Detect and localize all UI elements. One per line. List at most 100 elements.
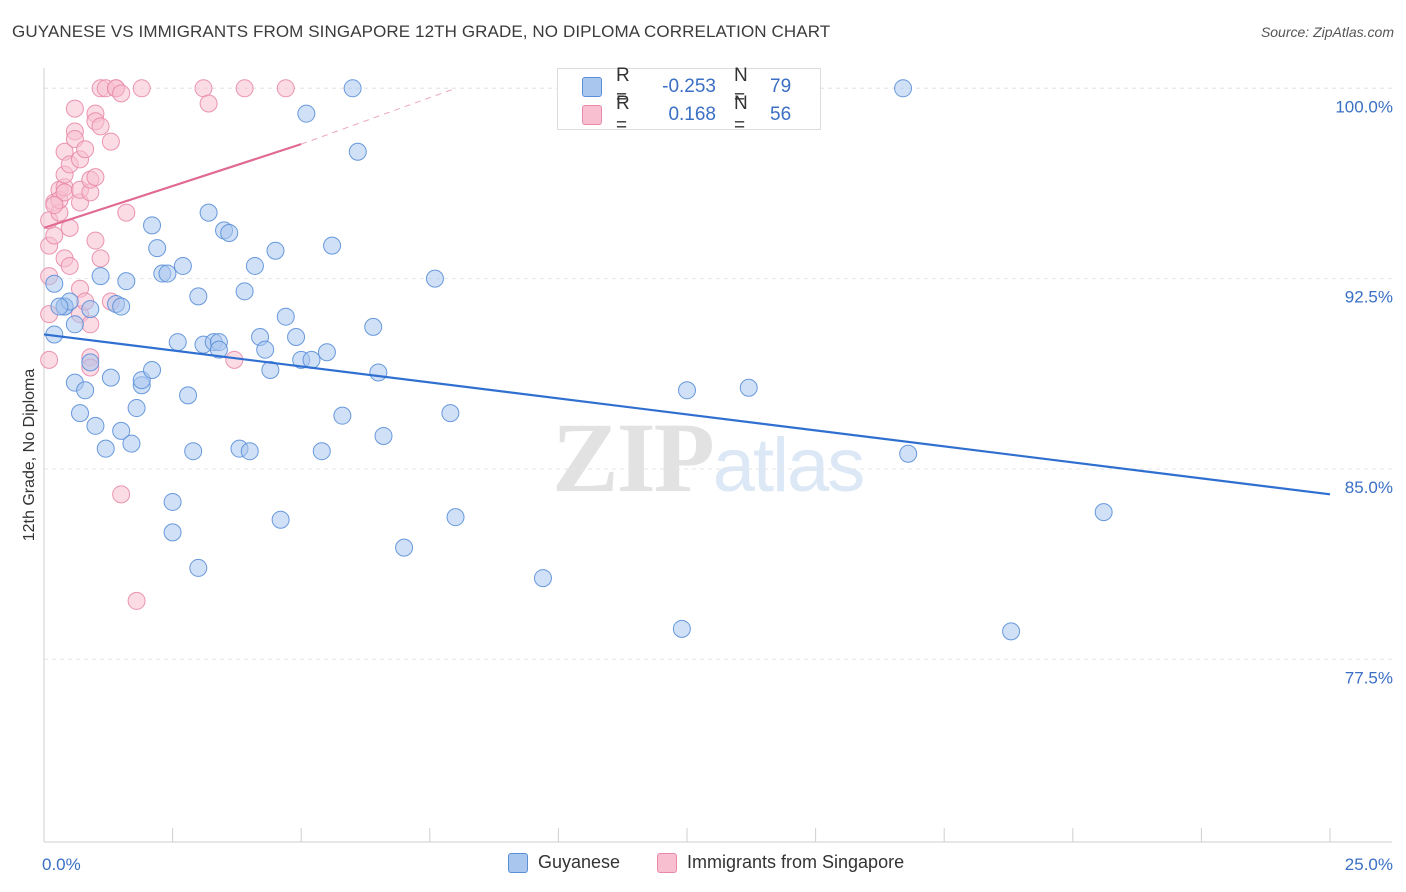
guyanese-point (112, 297, 131, 316)
guyanese-point (199, 203, 218, 222)
singapore-point (117, 203, 136, 222)
guyanese-point (50, 297, 69, 316)
guyanese-point (425, 269, 444, 288)
singapore-point (132, 79, 151, 98)
guyanese-point (369, 363, 388, 382)
singapore-point (86, 231, 105, 250)
guyanese-point (302, 350, 321, 369)
y-axis-label: 12th Grade, No Diploma (21, 368, 38, 542)
stats-swatch-guyanese (582, 77, 602, 97)
guyanese-point (184, 442, 203, 461)
watermark: ZIPatlas (552, 400, 866, 515)
legend-swatch-singapore (657, 852, 677, 873)
guyanese-point (739, 378, 758, 397)
singapore-trend-extension (301, 87, 456, 145)
legend-label-guyanese: Guyanese (538, 852, 621, 872)
guyanese-point (395, 538, 414, 557)
watermark-atlas: atlas (712, 423, 866, 508)
singapore-point (60, 256, 79, 275)
singapore-point (101, 132, 120, 151)
guyanese-point (65, 315, 84, 334)
guyanese-point (333, 406, 352, 425)
singapore-point (91, 117, 110, 136)
guyanese-point (240, 442, 259, 461)
singapore-point (76, 140, 95, 159)
guyanese-point (297, 104, 316, 123)
stats-n-label: N = (734, 93, 748, 136)
guyanese-point (678, 381, 696, 400)
guyanese-point (245, 256, 264, 275)
singapore-point (45, 196, 64, 215)
guyanese-point (317, 343, 336, 362)
guyanese-point (256, 340, 275, 359)
stats-n-guyanese: 79 (770, 76, 792, 97)
stats-r-label: R = (616, 93, 630, 136)
stats-legend: R = -0.253 N = 79 R = 0.168 N = 56 (557, 65, 821, 136)
guyanese-point (117, 272, 136, 291)
guyanese-point (235, 282, 254, 301)
bottom-legend: Guyanese Immigrants from Singapore (0, 852, 1406, 878)
singapore-point (194, 79, 213, 98)
guyanese-point (287, 327, 306, 346)
guyanese-point (179, 386, 198, 405)
legend-item-guyanese[interactable]: Guyanese (508, 852, 620, 873)
guyanese-point (101, 368, 120, 387)
legend-swatch-guyanese (508, 852, 528, 873)
singapore-point (199, 94, 218, 113)
guyanese-point (163, 492, 182, 511)
guyanese-point (261, 360, 280, 379)
x-tick-label: 0.0% (42, 855, 81, 874)
singapore-point (45, 226, 64, 245)
singapore-point (91, 249, 110, 268)
guyanese-point (45, 274, 64, 293)
guyanese-point (220, 223, 239, 242)
singapore-point (127, 591, 146, 610)
guyanese-point (81, 300, 100, 319)
guyanese-point (271, 510, 290, 529)
guyanese-point (446, 508, 465, 527)
singapore-point (65, 99, 84, 118)
stats-r-singapore: 0.168 (668, 104, 716, 125)
guyanese-point (894, 79, 913, 98)
guyanese-point (168, 333, 187, 352)
guyanese-point (143, 360, 162, 379)
stats-swatch-singapore (582, 105, 602, 125)
guyanese-trend-line (43, 333, 1331, 496)
guyanese-point (143, 216, 162, 235)
guyanese-point (364, 317, 383, 336)
guyanese-point (112, 421, 131, 440)
stats-n-singapore: 56 (770, 104, 792, 125)
guyanese-point (163, 523, 182, 542)
y-tick-label: 92.5% (1345, 288, 1393, 307)
singapore-point (81, 315, 100, 334)
guyanese-point (899, 444, 918, 463)
singapore-point (276, 79, 295, 98)
guyanese-point (122, 434, 141, 453)
singapore-point (112, 84, 131, 103)
singapore-trend-line (43, 143, 302, 229)
guyanese-point (189, 558, 208, 577)
guyanese-point (148, 239, 167, 258)
stats-n-label: N = (734, 65, 748, 108)
guyanese-point (323, 236, 342, 255)
y-tick-label: 100.0% (1335, 97, 1393, 116)
guyanese-point (173, 256, 192, 275)
singapore-point (40, 350, 59, 369)
guyanese-point (1094, 503, 1113, 522)
guyanese-point (71, 404, 90, 423)
legend-item-singapore[interactable]: Immigrants from Singapore (657, 852, 904, 873)
y-tick-label: 77.5% (1345, 668, 1393, 687)
guyanese-point (189, 287, 208, 306)
guyanese-point (91, 267, 110, 286)
guyanese-point (86, 416, 105, 435)
source-note: Source: ZipAtlas.com (1260, 24, 1394, 40)
guyanese-point (312, 442, 331, 461)
guyanese-point (276, 307, 295, 326)
guyanese-point (96, 439, 115, 458)
guyanese-point (348, 142, 367, 161)
guyanese-point (672, 619, 691, 638)
singapore-point (86, 168, 105, 187)
guyanese-point (209, 340, 228, 359)
guyanese-point (441, 404, 460, 423)
